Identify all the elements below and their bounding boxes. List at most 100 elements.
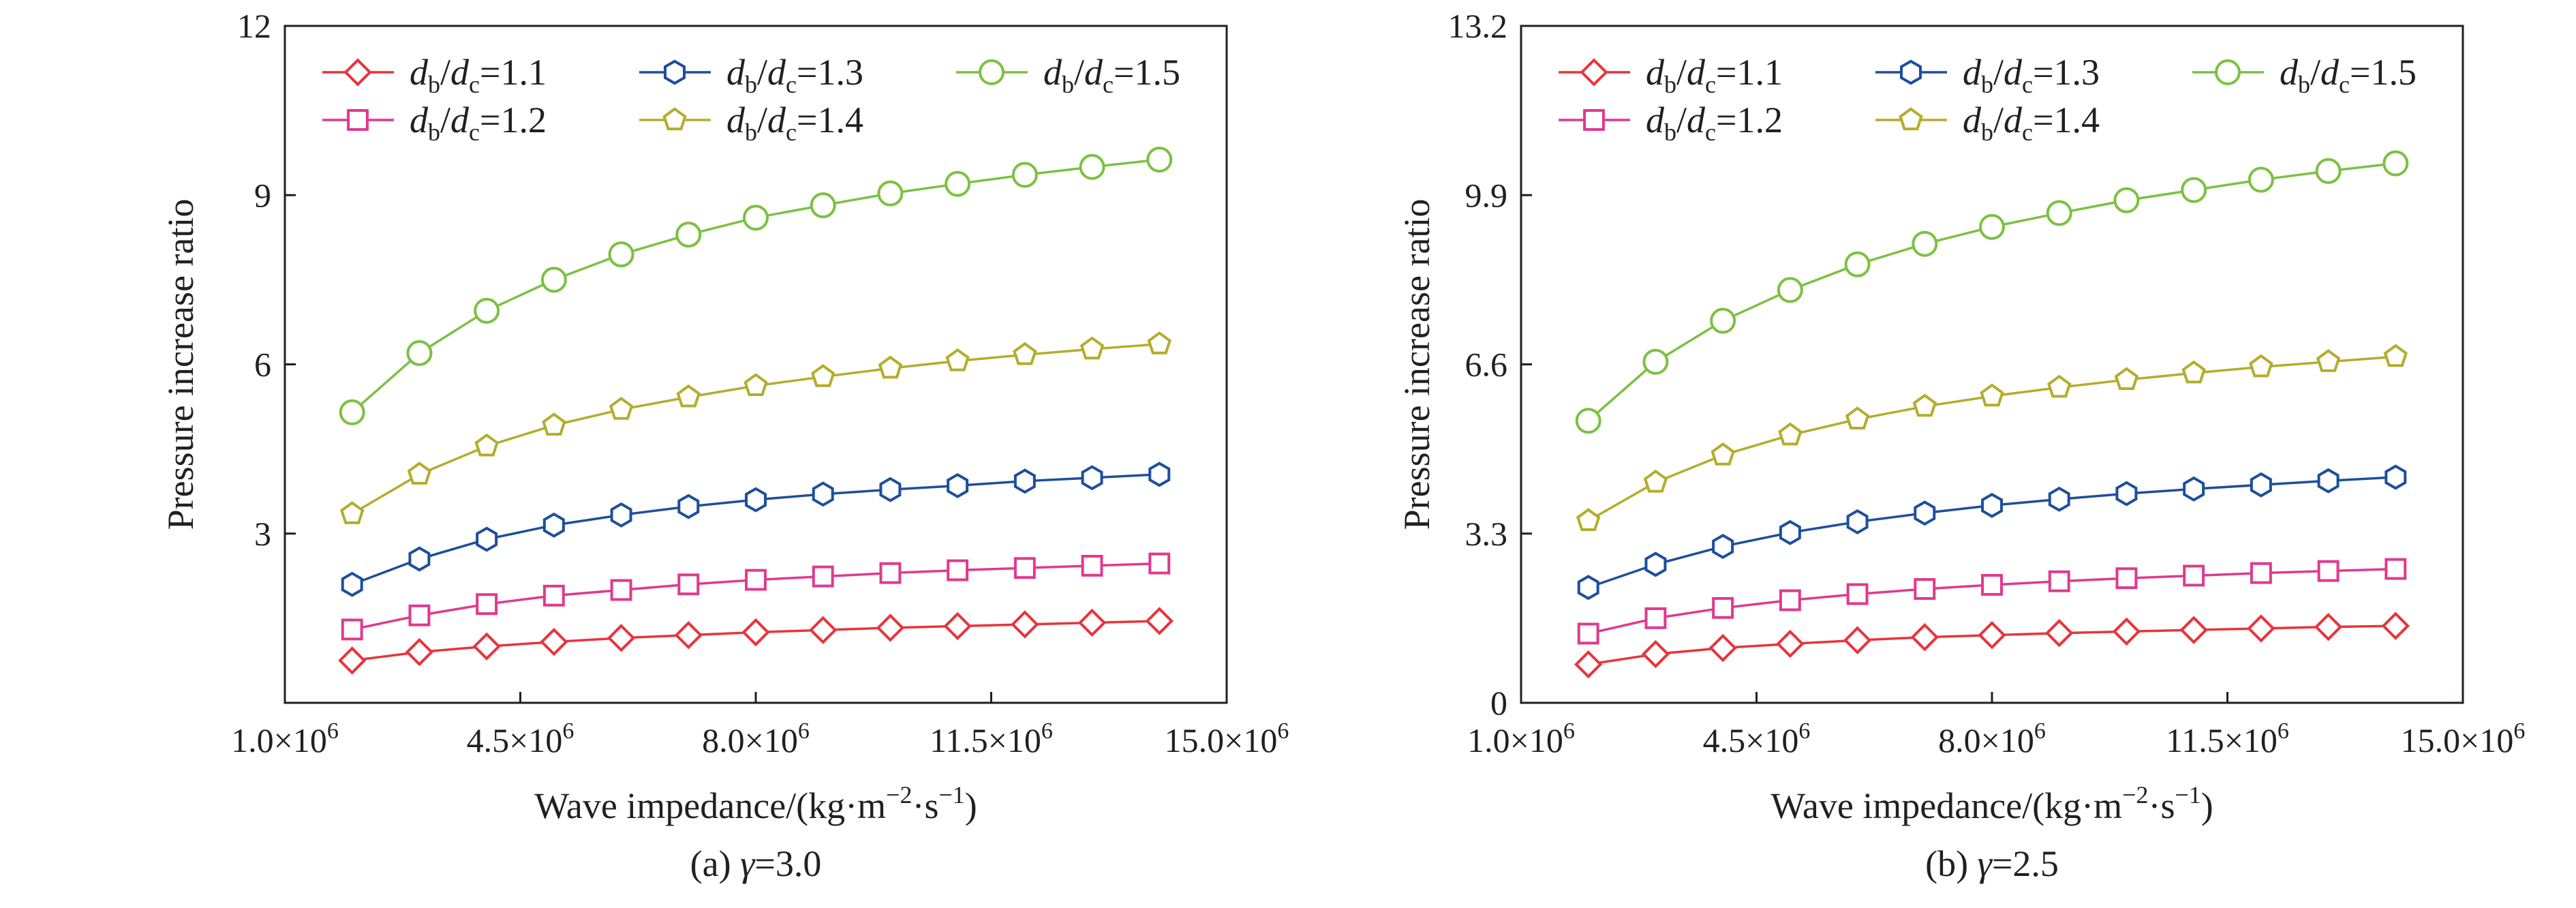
y-tick-label: 9 (254, 176, 271, 214)
data-point (1979, 213, 2005, 240)
panel-caption: (a) γ=3.0 (690, 843, 822, 884)
data-point (1081, 554, 1103, 577)
x-tick-label: 11.5×106 (930, 718, 1053, 759)
series-1.3 (1577, 464, 2407, 601)
legend-item-1.1: db/dc=1.1 (1559, 52, 1783, 98)
data-point (1644, 607, 1667, 629)
data-point (1710, 307, 1736, 334)
data-point (610, 579, 632, 601)
data-point (408, 546, 431, 572)
data-point (677, 494, 700, 519)
data-point (2115, 567, 2138, 590)
y-axis-title: Pressure increase ratio (160, 199, 201, 530)
y-axis-title: Pressure increase ratio (1396, 199, 1437, 530)
data-point (476, 593, 498, 616)
legend-marker (1580, 58, 1608, 87)
data-point (741, 618, 770, 647)
data-point (608, 241, 634, 268)
legend-marker (1583, 109, 1605, 131)
data-point (675, 222, 702, 248)
data-point (472, 632, 501, 661)
series-1.5 (339, 147, 1173, 425)
data-point (1575, 408, 1601, 434)
data-point (1914, 578, 1936, 600)
data-point (2046, 200, 2072, 226)
y-tick-label: 13.2 (1448, 7, 1508, 45)
data-point (1145, 607, 1174, 635)
data-point (1779, 589, 1801, 611)
data-point (2250, 472, 2272, 498)
legend-marker (1900, 59, 1922, 85)
y-tick-label: 9.9 (1465, 176, 1508, 214)
data-point (2382, 150, 2409, 177)
data-point (877, 180, 904, 207)
data-point (1013, 557, 1036, 579)
y-tick-label: 0 (1490, 684, 1507, 722)
data-point (540, 627, 568, 656)
data-point (2114, 367, 2139, 391)
series-1.2 (341, 552, 1171, 641)
x-axis-title: Wave impedance/(kg·m−2·s−1) (534, 781, 977, 826)
y-tick-label: 6 (254, 346, 271, 384)
data-point (1981, 574, 2003, 596)
legend-marker (2215, 59, 2241, 85)
legend-item-1.4: db/dc=1.4 (639, 100, 863, 146)
data-point (1079, 336, 1105, 360)
legend-marker (347, 109, 369, 131)
legend-label: db/dc=1.3 (1963, 52, 2100, 98)
data-point (1011, 610, 1039, 639)
legend-label: db/dc=1.4 (1963, 100, 2100, 146)
data-point (1978, 621, 2006, 650)
data-point (540, 267, 567, 293)
legend-label: db/dc=1.1 (1646, 52, 1783, 98)
legend-label: db/dc=1.3 (726, 52, 863, 98)
data-point (1079, 153, 1105, 180)
series-1.5 (1575, 150, 2409, 434)
data-point (947, 472, 969, 498)
data-point (1147, 331, 1172, 354)
data-point (2248, 166, 2274, 193)
legend-marker (662, 107, 687, 131)
data-point (2115, 481, 2138, 506)
legend-marker (1899, 107, 1923, 131)
data-point (542, 412, 566, 436)
data-point (876, 614, 905, 642)
data-point (745, 487, 767, 513)
legend-label: db/dc=1.5 (2280, 52, 2417, 98)
data-point (947, 559, 969, 581)
legend-label: db/dc=1.2 (410, 100, 547, 146)
data-point (2383, 344, 2408, 367)
data-point (1846, 509, 1869, 534)
data-point (1914, 500, 1936, 526)
data-point (2048, 570, 2070, 592)
data-point (2179, 616, 2208, 644)
data-point (1844, 251, 1871, 277)
data-point (878, 355, 903, 379)
data-point (1148, 552, 1171, 575)
data-point (677, 573, 700, 596)
data-point (474, 433, 499, 457)
x-tick-label: 1.0×106 (1467, 718, 1575, 759)
legend-item-1.1: db/dc=1.1 (322, 52, 547, 98)
data-point (1077, 608, 1107, 637)
legend: db/dc=1.1db/dc=1.2 db/dc=1.3db/dc=1.4 db/d… (322, 52, 1180, 146)
panel-caption: (b) γ=2.5 (1925, 843, 2059, 884)
series-1.2 (1577, 558, 2407, 645)
data-point (2112, 617, 2141, 646)
data-point (2385, 558, 2407, 580)
data-point (1776, 629, 1805, 659)
data-point (1981, 492, 2003, 518)
data-point (341, 571, 363, 597)
data-point (1643, 469, 1668, 493)
data-point (2045, 619, 2074, 648)
series-1.3 (341, 461, 1171, 597)
data-point (945, 170, 971, 197)
data-point (1642, 348, 1669, 375)
x-tick-label: 1.0×106 (231, 718, 339, 759)
data-point (1644, 551, 1667, 577)
data-point (743, 205, 769, 231)
data-point (338, 646, 367, 675)
data-point (1910, 623, 1939, 652)
